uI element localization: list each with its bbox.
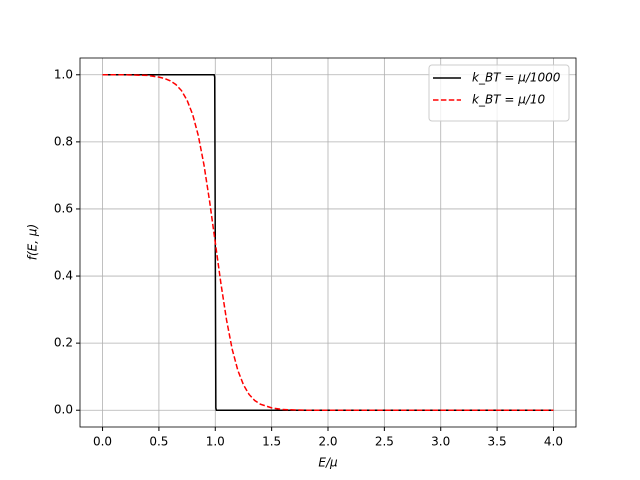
legend-label: k_BT = μ/1000 xyxy=(472,71,561,85)
y-tick-label: 0.8 xyxy=(54,134,73,148)
x-tick-label: 4.0 xyxy=(544,435,563,449)
x-tick-label: 2.5 xyxy=(375,435,394,449)
y-tick-label: 1.0 xyxy=(54,67,73,81)
plot-frame xyxy=(79,57,577,428)
x-tick-label: 3.5 xyxy=(488,435,507,449)
x-tick-label: 3.0 xyxy=(431,435,450,449)
legend-box xyxy=(428,64,570,122)
x-tick-label: 0.5 xyxy=(149,435,168,449)
y-tick-label: 0.6 xyxy=(54,201,73,215)
data-line xyxy=(102,74,554,411)
x-tick-label: 2.0 xyxy=(318,435,337,449)
x-axis-label: E/μ xyxy=(318,456,338,470)
x-tick-label: 1.0 xyxy=(206,435,225,449)
legend: k_BT = μ/1000 k_BT = μ/10 xyxy=(428,64,570,122)
x-tick-label: 0.0 xyxy=(93,435,112,449)
legend-label: k_BT = μ/10 xyxy=(472,93,546,107)
y-axis-label: f(E, μ) xyxy=(26,224,40,260)
y-tick-label: 0.2 xyxy=(54,336,73,350)
y-tick-label: 0.0 xyxy=(54,403,73,417)
x-tick-label: 1.5 xyxy=(262,435,281,449)
y-tick-label: 0.4 xyxy=(54,269,73,283)
